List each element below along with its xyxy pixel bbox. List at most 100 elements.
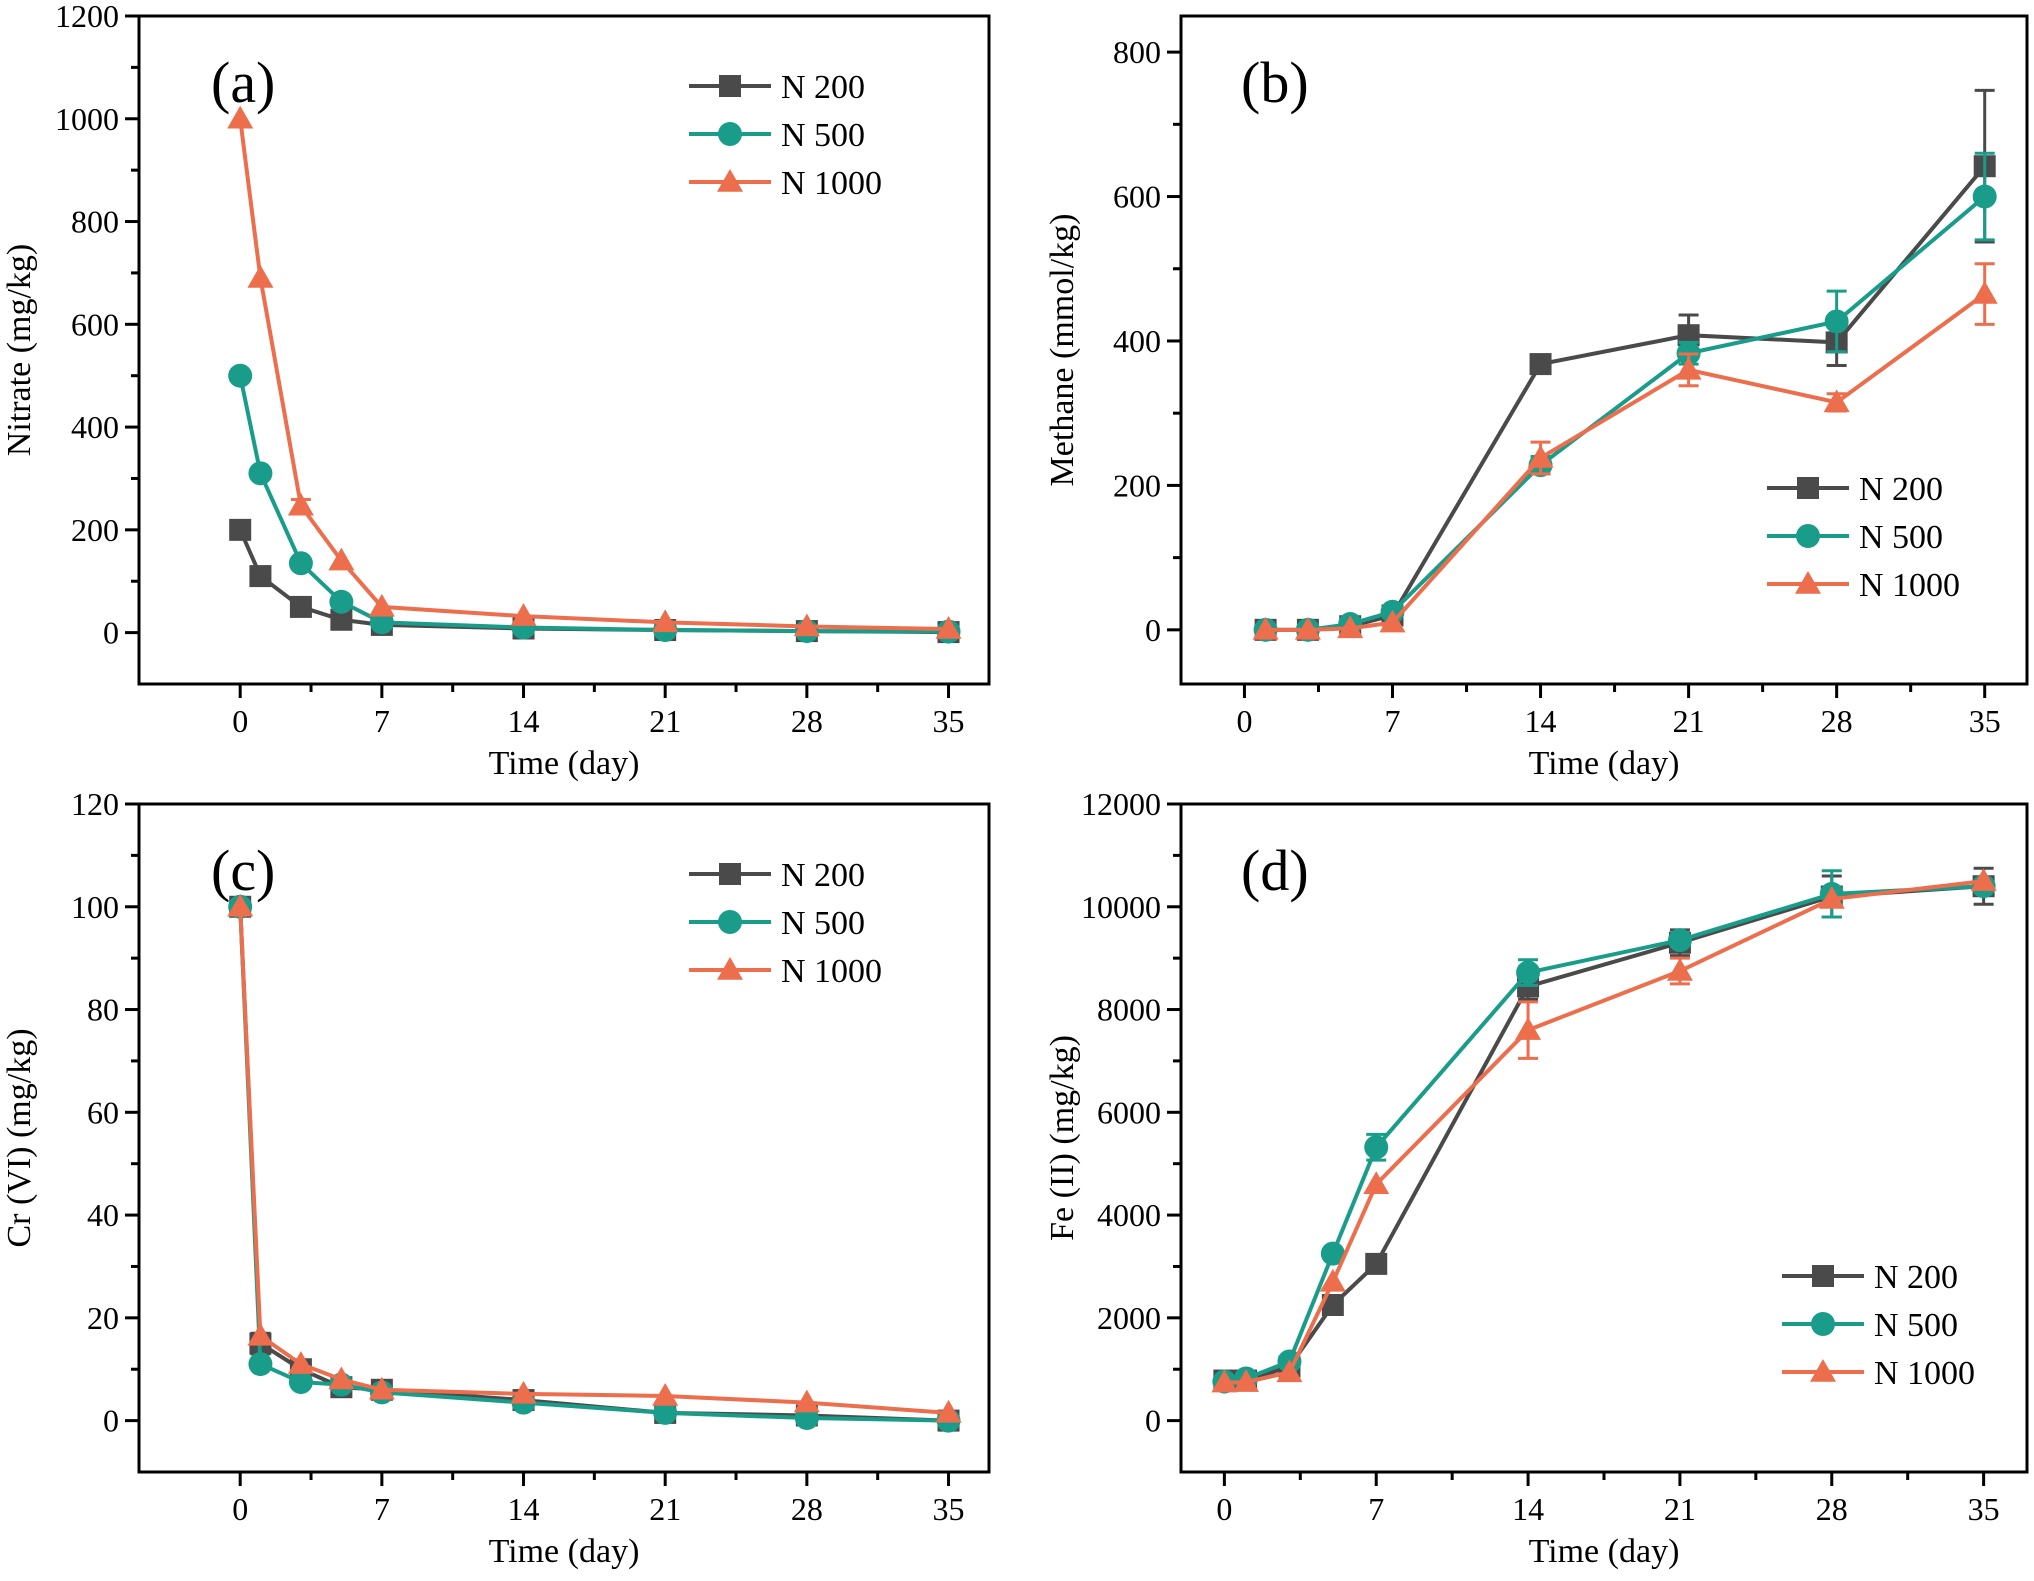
series-n-200 (229, 518, 960, 644)
y-tick-label: 0 (1145, 1403, 1161, 1439)
x-axis-title: Time (day) (489, 1533, 640, 1570)
data-point (368, 1376, 395, 1400)
panel-label: (b) (1241, 50, 1309, 115)
y-tick-label: 10000 (1081, 889, 1161, 925)
legend: N 200 N 500 N 1000 (1767, 471, 1960, 604)
plot-frame (137, 802, 991, 1474)
legend-marker (1811, 1312, 1835, 1336)
x-tick-label: 21 (1664, 1491, 1696, 1527)
y-axis-title: Cr (VI) (mg/kg) (1, 1028, 38, 1247)
y-axis-title: Fe (II) (mg/kg) (1044, 1035, 1081, 1241)
legend-label: N 200 (1859, 471, 1943, 508)
data-point (1972, 184, 1997, 209)
y-tick-label: 2000 (1097, 1300, 1161, 1336)
y-tick-label: 400 (1113, 323, 1161, 359)
legend-marker (719, 863, 741, 885)
y-tick-label: 8000 (1097, 992, 1161, 1028)
data-point (1677, 324, 1700, 347)
data-point (793, 613, 820, 637)
data-point (1970, 868, 1997, 891)
data-point (652, 1382, 679, 1406)
y-tick-label: 6000 (1097, 1094, 1161, 1130)
data-point (652, 609, 679, 633)
y-tick-label: 0 (103, 615, 119, 651)
x-tick-label: 28 (791, 703, 823, 739)
data-point (329, 589, 354, 614)
data-point (1516, 960, 1541, 985)
data-point (1211, 1369, 1238, 1393)
series-line (1265, 164, 1987, 632)
legend-item: N 1000 (1767, 567, 1960, 604)
y-tick-label: 120 (71, 786, 119, 822)
data-point (1379, 609, 1406, 633)
x-tick-label: 21 (1673, 703, 1705, 739)
panel-c: 0 7 14 21 28 35 0 20 40 60 80 100 120 Time (day) Cr (V… (1, 786, 991, 1570)
legend-marker (718, 910, 742, 934)
data-point (248, 461, 273, 486)
x-tick-label: 28 (791, 1491, 823, 1527)
data-point (1675, 356, 1702, 380)
data-point (368, 593, 395, 617)
data-point (1321, 1294, 1344, 1316)
legend: N 200 N 500 N 1000 (1782, 1259, 1975, 1392)
y-tick-label: 200 (71, 512, 119, 548)
data-point (1667, 928, 1692, 953)
x-tick-label: 7 (374, 1491, 390, 1527)
data-point (653, 1400, 678, 1425)
data-point (247, 1322, 274, 1346)
data-point (288, 551, 313, 576)
legend-label: N 500 (1859, 519, 1943, 556)
x-tick-label: 14 (1512, 1491, 1544, 1527)
legend-item: N 500 (689, 905, 865, 942)
data-point (510, 603, 537, 626)
x-tick-label: 7 (374, 703, 390, 739)
data-point (1823, 389, 1850, 413)
panel-b: 0 7 14 21 28 35 0 200 400 600 800 Time (day) Methane… (1044, 14, 2029, 782)
legend-item: N 200 (689, 857, 865, 894)
data-point (227, 893, 254, 917)
data-point (1363, 1171, 1390, 1194)
legend-label: N 200 (781, 69, 865, 106)
y-tick-label: 800 (1113, 34, 1161, 70)
data-point (1233, 1369, 1260, 1392)
data-point (1337, 615, 1364, 639)
legend-label: N 1000 (781, 953, 882, 990)
data-point (287, 492, 314, 516)
x-tick-label: 21 (649, 703, 681, 739)
series-line (1265, 195, 1986, 632)
legend-marker (1797, 477, 1819, 499)
x-tick-label: 0 (1236, 703, 1252, 739)
panel-label: (a) (211, 50, 275, 115)
x-tick-label: 35 (1969, 703, 2001, 739)
y-axis-title: Methane (mmol/kg) (1044, 214, 1081, 487)
y-tick-label: 800 (71, 204, 119, 240)
legend: N 200 N 500 N 1000 (689, 69, 882, 202)
y-tick-label: 1200 (55, 0, 119, 34)
legend-marker (719, 75, 741, 97)
data-point (1666, 958, 1693, 981)
legend-label: N 1000 (1859, 567, 1960, 604)
panel-label: (d) (1241, 838, 1309, 903)
legend-marker (1796, 524, 1820, 548)
panel-label: (c) (211, 838, 275, 903)
data-point (228, 363, 253, 388)
data-point (1824, 309, 1849, 334)
panel-d: 0 7 14 21 28 35 0 2000 4000 6000 8000 10000 12000 Tim… (1044, 786, 2029, 1570)
data-point (1515, 1017, 1542, 1040)
legend-label: N 200 (781, 857, 865, 894)
y-tick-label: 400 (71, 409, 119, 445)
y-tick-label: 200 (1113, 467, 1161, 503)
data-point (1818, 886, 1845, 909)
x-tick-label: 35 (1968, 1491, 2000, 1527)
y-tick-label: 1000 (55, 101, 119, 137)
x-tick-label: 0 (1216, 1491, 1232, 1527)
legend-item: N 500 (1767, 519, 1943, 556)
data-point (328, 1366, 355, 1390)
data-point (1971, 281, 1998, 304)
legend-item: N 1000 (689, 165, 882, 202)
legend-marker (1795, 571, 1821, 594)
x-axis-title: Time (day) (1529, 745, 1680, 782)
y-tick-label: 80 (87, 992, 119, 1028)
panel-a: 0 7 14 21 28 35 0 200 400 600 800 1000 1200 Time (day… (1, 0, 991, 782)
